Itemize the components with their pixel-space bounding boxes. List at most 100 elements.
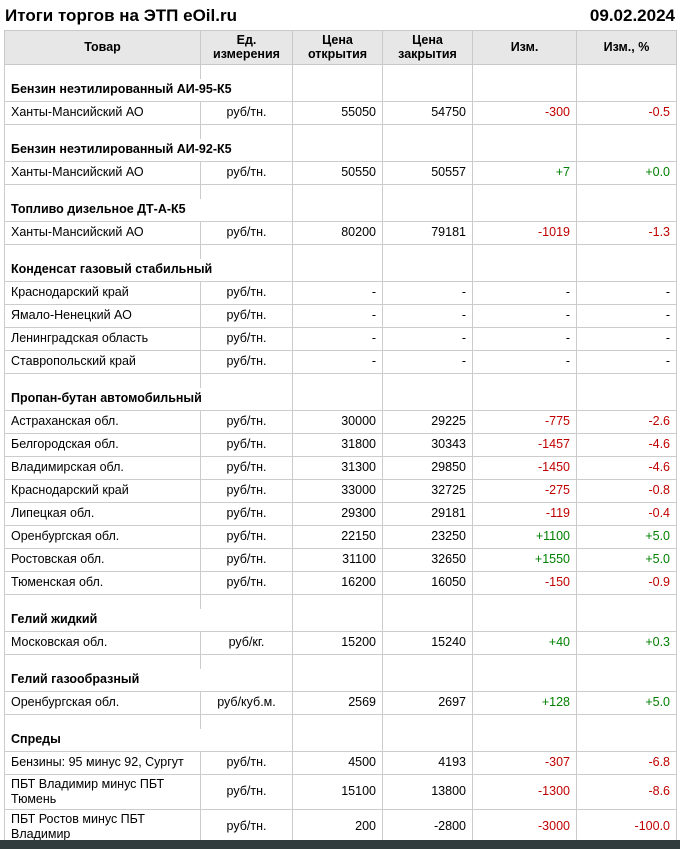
spacer-cell	[382, 64, 473, 79]
section-empty-cell	[576, 138, 677, 162]
cell-product: Тюменская обл.	[4, 570, 201, 595]
column-header-row: Товар Ед. измерения Цена открытия Цена з…	[4, 30, 677, 65]
section-title: Спреды	[4, 728, 293, 752]
results-table: Товар Ед. измерения Цена открытия Цена з…	[4, 30, 677, 845]
cell-product: Оренбургская обл.	[4, 690, 201, 715]
data-row: Ростовская обл. руб/тн. 31100 32650 +1550 +5.…	[4, 547, 677, 572]
cell-product: Краснодарский край	[4, 478, 201, 503]
spacer-cell	[4, 714, 201, 729]
section-title: Бензин неэтилированный АИ-92-К5	[4, 138, 293, 162]
cell-close: 29225	[382, 409, 473, 434]
cell-change-pct: -4.6	[576, 455, 677, 480]
data-row: Белгородская обл. руб/тн. 31800 30343 -1457-…	[4, 432, 677, 457]
spacer-cell	[292, 64, 383, 79]
spacer-cell	[292, 654, 383, 669]
data-row: Оренбургская обл. руб/тн. 22150 23250 +1100 +…	[4, 524, 677, 549]
cell-unit: руб/тн.	[200, 303, 293, 328]
section-header-row: Конденсат газовый стабильный	[4, 258, 677, 282]
spacer-row	[4, 244, 677, 259]
data-row: Краснодарский край руб/тн. 33000 32725 -275-…	[4, 478, 677, 503]
spacer-cell	[4, 654, 201, 669]
cell-close: 29181	[382, 501, 473, 526]
column-header-close: Цена закрытия	[382, 30, 473, 65]
cell-unit: руб/тн.	[200, 570, 293, 595]
cell-change: -119	[472, 501, 577, 526]
spacer-cell	[200, 64, 293, 79]
cell-open: -	[292, 303, 383, 328]
spacer-cell	[382, 594, 473, 609]
cell-close: 50557	[382, 160, 473, 185]
cell-close: 32650	[382, 547, 473, 572]
data-row: Ленинградская область руб/тн. - - - -	[4, 326, 677, 351]
cell-open: 29300	[292, 501, 383, 526]
column-header-change: Изм.	[472, 30, 577, 65]
section-empty-cell	[576, 198, 677, 222]
column-header-product: Товар	[4, 30, 201, 65]
footer-bar	[0, 840, 680, 849]
cell-change: -1019	[472, 220, 577, 245]
section-header-row: Гелий жидкий	[4, 608, 677, 632]
spacer-cell	[382, 654, 473, 669]
spacer-cell	[382, 714, 473, 729]
section-empty-cell	[472, 387, 577, 411]
cell-close: -	[382, 303, 473, 328]
cell-product: Бензины: 95 минус 92, Сургут	[4, 750, 201, 775]
data-row: Оренбургская обл. руб/куб.м. 2569 2697 +128 +…	[4, 690, 677, 715]
cell-product: Ленинградская область	[4, 326, 201, 351]
data-row: Астраханская обл. руб/тн. 30000 29225 -775 -2…	[4, 409, 677, 434]
spacer-cell	[576, 124, 677, 139]
cell-change-pct: +5.0	[576, 547, 677, 572]
section-empty-cell	[382, 138, 473, 162]
spacer-cell	[576, 244, 677, 259]
cell-unit: руб/тн.	[200, 478, 293, 503]
spacer-row	[4, 184, 677, 199]
section-empty-cell	[576, 387, 677, 411]
cell-change-pct: +0.3	[576, 630, 677, 655]
spacer-cell	[292, 124, 383, 139]
section-empty-cell	[472, 78, 577, 102]
cell-product: Оренбургская обл.	[4, 524, 201, 549]
cell-close: 23250	[382, 524, 473, 549]
section-empty-cell	[576, 668, 677, 692]
cell-unit: руб/тн.	[200, 349, 293, 374]
cell-open: 30000	[292, 409, 383, 434]
section-empty-cell	[472, 138, 577, 162]
section-title: Бензин неэтилированный АИ-95-К5	[4, 78, 293, 102]
cell-change-pct: +5.0	[576, 690, 677, 715]
results-table-body: Бензин неэтилированный АИ-95-К5 Ханты-Ман…	[4, 64, 677, 845]
cell-close: 29850	[382, 455, 473, 480]
cell-open: -	[292, 280, 383, 305]
spacer-cell	[200, 184, 293, 199]
spacer-cell	[200, 654, 293, 669]
cell-unit: руб/тн.	[200, 100, 293, 125]
section-empty-cell	[576, 78, 677, 102]
section-header-row: Топливо дизельное ДТ-А-К5	[4, 198, 677, 222]
spacer-cell	[472, 654, 577, 669]
cell-product: Белгородская обл.	[4, 432, 201, 457]
spacer-cell	[382, 244, 473, 259]
cell-open: 31100	[292, 547, 383, 572]
cell-open: 22150	[292, 524, 383, 549]
section-empty-cell	[292, 258, 383, 282]
spacer-cell	[576, 654, 677, 669]
section-empty-cell	[292, 387, 383, 411]
section-title: Конденсат газовый стабильный	[4, 258, 293, 282]
spacer-cell	[4, 184, 201, 199]
section-empty-cell	[382, 387, 473, 411]
cell-open: 50550	[292, 160, 383, 185]
cell-change: -	[472, 303, 577, 328]
spacer-cell	[472, 64, 577, 79]
cell-product: Краснодарский край	[4, 280, 201, 305]
spacer-cell	[382, 184, 473, 199]
spacer-cell	[292, 244, 383, 259]
cell-change: +40	[472, 630, 577, 655]
spacer-row	[4, 594, 677, 609]
data-row: Тюменская обл. руб/тн. 16200 16050 -150 -0.9	[4, 570, 677, 595]
cell-close: 4193	[382, 750, 473, 775]
cell-change: +7	[472, 160, 577, 185]
cell-change: -3000	[472, 808, 577, 845]
spacer-cell	[292, 594, 383, 609]
section-header-row: Бензин неэтилированный АИ-95-К5	[4, 78, 677, 102]
title-bar: Итоги торгов на ЭТП eOil.ru 09.02.2024	[4, 0, 676, 30]
spacer-cell	[292, 714, 383, 729]
